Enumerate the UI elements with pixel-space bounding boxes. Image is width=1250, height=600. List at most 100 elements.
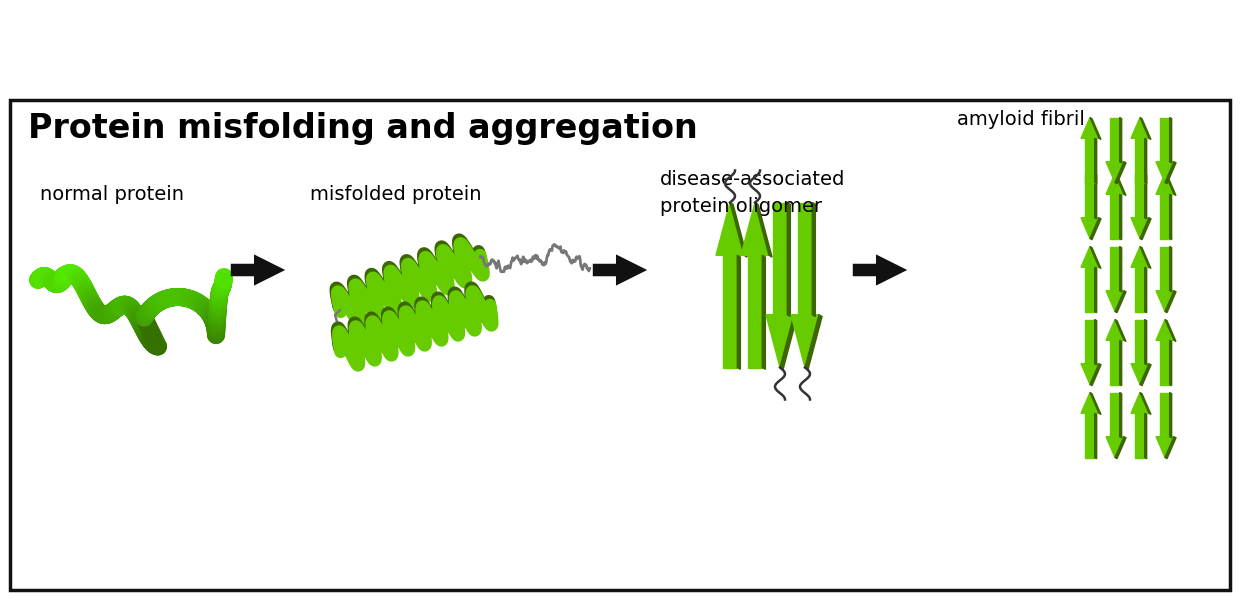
Polygon shape — [738, 256, 740, 370]
Polygon shape — [1085, 138, 1095, 182]
Polygon shape — [1090, 364, 1101, 386]
Polygon shape — [1165, 290, 1176, 313]
Polygon shape — [1120, 392, 1121, 438]
Polygon shape — [1165, 173, 1176, 196]
Text: Protein misfolding and aggregation: Protein misfolding and aggregation — [28, 112, 698, 145]
Polygon shape — [1115, 319, 1126, 341]
Polygon shape — [1081, 118, 1099, 138]
Polygon shape — [812, 202, 815, 317]
Polygon shape — [722, 256, 738, 367]
Bar — [10, 100, 1230, 590]
Polygon shape — [1170, 392, 1171, 438]
Polygon shape — [1095, 268, 1096, 313]
Polygon shape — [1085, 413, 1095, 457]
Text: normal protein: normal protein — [40, 185, 184, 204]
Polygon shape — [1085, 173, 1095, 218]
Polygon shape — [1081, 218, 1099, 238]
Polygon shape — [1170, 194, 1171, 239]
Polygon shape — [762, 256, 765, 370]
Polygon shape — [1081, 392, 1099, 413]
Polygon shape — [1085, 319, 1095, 364]
Polygon shape — [1095, 413, 1096, 458]
Text: amyloid fibril: amyloid fibril — [958, 110, 1085, 129]
Polygon shape — [798, 202, 812, 314]
Polygon shape — [1085, 268, 1095, 311]
Polygon shape — [716, 202, 744, 256]
Polygon shape — [1131, 247, 1149, 268]
Polygon shape — [772, 202, 788, 314]
Polygon shape — [1131, 364, 1149, 385]
Polygon shape — [1156, 437, 1174, 457]
Polygon shape — [1160, 247, 1170, 290]
Polygon shape — [788, 202, 790, 317]
Polygon shape — [805, 314, 822, 370]
Polygon shape — [1090, 218, 1101, 239]
Polygon shape — [1110, 194, 1120, 238]
Polygon shape — [1140, 247, 1151, 268]
Polygon shape — [766, 314, 794, 367]
Polygon shape — [1090, 118, 1101, 139]
Polygon shape — [1135, 173, 1145, 218]
Polygon shape — [1140, 392, 1151, 415]
Polygon shape — [1165, 319, 1176, 341]
Polygon shape — [730, 202, 748, 257]
Polygon shape — [1170, 247, 1171, 292]
Polygon shape — [1095, 173, 1096, 219]
Polygon shape — [1106, 437, 1124, 457]
Polygon shape — [1115, 437, 1126, 458]
Polygon shape — [1156, 290, 1174, 311]
Polygon shape — [1145, 138, 1146, 184]
Polygon shape — [1110, 340, 1120, 385]
Polygon shape — [1160, 392, 1170, 437]
Polygon shape — [1081, 247, 1099, 268]
Polygon shape — [1165, 161, 1176, 184]
Polygon shape — [741, 202, 769, 256]
Polygon shape — [1140, 218, 1151, 239]
Polygon shape — [1106, 161, 1124, 182]
Polygon shape — [1160, 118, 1170, 161]
Polygon shape — [1145, 413, 1146, 458]
Polygon shape — [1120, 118, 1121, 163]
Polygon shape — [1120, 194, 1121, 239]
Polygon shape — [1131, 392, 1149, 413]
Polygon shape — [1170, 340, 1171, 386]
Polygon shape — [1095, 319, 1096, 365]
Polygon shape — [1106, 173, 1124, 194]
Polygon shape — [1110, 392, 1120, 437]
Polygon shape — [1120, 340, 1121, 386]
Text: disease-associated
protein oligomer: disease-associated protein oligomer — [660, 170, 845, 215]
Polygon shape — [1106, 290, 1124, 311]
Polygon shape — [1090, 392, 1101, 415]
Polygon shape — [780, 314, 798, 370]
Polygon shape — [1140, 364, 1151, 386]
Polygon shape — [1145, 268, 1146, 313]
Polygon shape — [1110, 118, 1120, 161]
Polygon shape — [791, 314, 819, 367]
Polygon shape — [1106, 319, 1124, 340]
Polygon shape — [1135, 319, 1145, 364]
Polygon shape — [1156, 161, 1174, 182]
Polygon shape — [1165, 437, 1176, 458]
Polygon shape — [1156, 319, 1174, 340]
Polygon shape — [755, 202, 772, 257]
Polygon shape — [1135, 413, 1145, 457]
Polygon shape — [1160, 194, 1170, 238]
Polygon shape — [1115, 290, 1126, 313]
Polygon shape — [1156, 173, 1174, 194]
Polygon shape — [1135, 268, 1145, 311]
Polygon shape — [1145, 319, 1146, 365]
Polygon shape — [1145, 173, 1146, 219]
Polygon shape — [1110, 247, 1120, 290]
Polygon shape — [1135, 138, 1145, 182]
Polygon shape — [1170, 118, 1171, 163]
Polygon shape — [1095, 138, 1096, 184]
Polygon shape — [1120, 247, 1121, 292]
Polygon shape — [1131, 218, 1149, 238]
Polygon shape — [1115, 161, 1126, 184]
Polygon shape — [1090, 247, 1101, 268]
Polygon shape — [1081, 364, 1099, 385]
Polygon shape — [1140, 118, 1151, 139]
Polygon shape — [1115, 173, 1126, 196]
Polygon shape — [1131, 118, 1149, 138]
Polygon shape — [748, 256, 762, 367]
